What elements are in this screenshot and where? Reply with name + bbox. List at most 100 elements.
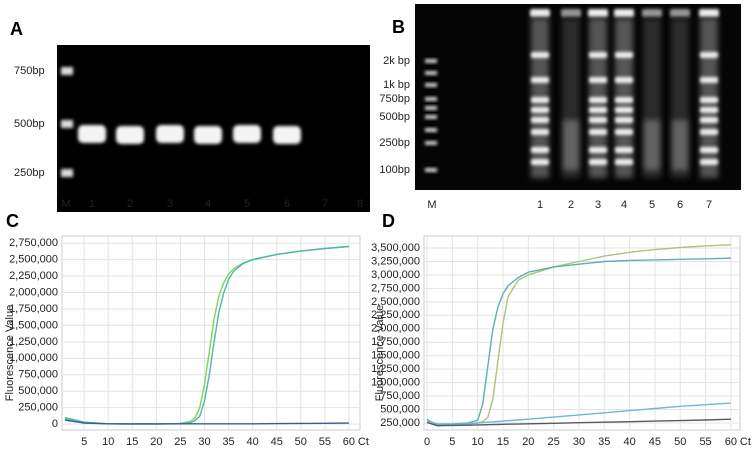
y-tick-label: 1,000,000 xyxy=(371,377,420,389)
well xyxy=(642,9,662,17)
y-tick-label: 500,000 xyxy=(380,403,420,415)
dna-band xyxy=(156,125,184,143)
lane-label: 3 xyxy=(595,199,601,211)
dna-band xyxy=(700,52,718,58)
y-tick-label: 1,000,000 xyxy=(9,352,58,364)
x-tick-label: 15 xyxy=(497,436,509,448)
x-tick-label: 55 xyxy=(699,436,711,448)
y-tick-label: 3,250,000 xyxy=(371,255,420,267)
x-tick-label: 20 xyxy=(150,436,162,448)
dna-band xyxy=(700,117,718,123)
marker-band xyxy=(425,71,437,75)
panel-label: C xyxy=(6,211,19,231)
x-tick-label: 35 xyxy=(222,436,234,448)
lane-label: 7 xyxy=(706,199,712,211)
dna-band xyxy=(531,77,549,83)
y-tick-label: 1,250,000 xyxy=(371,363,420,375)
size-label: 500bp xyxy=(379,111,410,123)
well xyxy=(699,9,719,17)
size-label: 250bp xyxy=(14,167,45,179)
x-tick-label: 10 xyxy=(472,436,484,448)
dna-band xyxy=(531,52,549,58)
y-tick-label: 750,000 xyxy=(380,390,420,402)
size-label: 500bp xyxy=(14,118,45,130)
x-tick-label: 40 xyxy=(623,436,635,448)
size-label: 250bp xyxy=(379,137,410,149)
lane-label: 1 xyxy=(89,198,95,210)
marker-band xyxy=(425,59,437,63)
marker-band xyxy=(61,120,73,128)
dna-band xyxy=(589,107,607,113)
x-axis-label: Ct xyxy=(358,436,369,448)
marker-band xyxy=(425,168,437,172)
lane-label: 2 xyxy=(127,198,133,210)
y-tick-label: 1,500,000 xyxy=(371,350,420,362)
series-line xyxy=(64,419,349,425)
x-axis-label: Ct xyxy=(740,436,751,448)
y-tick-label: 2,250,000 xyxy=(371,309,420,321)
x-tick-label: 45 xyxy=(271,436,283,448)
dna-band xyxy=(700,129,718,135)
dna-band xyxy=(531,147,549,153)
size-label: 750bp xyxy=(379,93,410,105)
dna-band xyxy=(615,97,633,103)
marker-band xyxy=(425,83,437,87)
marker-band xyxy=(425,97,437,101)
well xyxy=(614,9,634,17)
smear-core xyxy=(563,120,579,170)
x-tick-label: 5 xyxy=(449,436,455,448)
x-tick-label: 60 xyxy=(725,436,737,448)
dna-band xyxy=(615,147,633,153)
lane-label: 6 xyxy=(677,199,683,211)
lane-label: 7 xyxy=(322,198,328,210)
well xyxy=(588,9,608,17)
y-tick-label: 2,750,000 xyxy=(9,237,58,249)
x-tick-label: 60 xyxy=(343,436,355,448)
dna-band xyxy=(589,77,607,83)
dna-band xyxy=(700,159,718,165)
plot-area xyxy=(423,235,741,431)
marker-band xyxy=(61,67,73,75)
dna-band xyxy=(273,126,301,144)
size-label: 1k bp xyxy=(383,79,410,91)
dna-band xyxy=(194,126,222,144)
x-tick-label: 45 xyxy=(649,436,661,448)
x-tick-label: 30 xyxy=(573,436,585,448)
x-tick-label: 35 xyxy=(598,436,610,448)
dna-band xyxy=(615,159,633,165)
y-tick-label: 250,000 xyxy=(380,417,420,429)
dna-band xyxy=(589,159,607,165)
y-axis-label: Fluorescence Value xyxy=(4,305,16,401)
lane-label: 5 xyxy=(649,199,655,211)
dna-band xyxy=(700,77,718,83)
y-tick-label: 2,750,000 xyxy=(371,282,420,294)
dna-band xyxy=(589,117,607,123)
marker-band xyxy=(425,106,437,110)
y-tick-label: 2,250,000 xyxy=(9,270,58,282)
dna-band xyxy=(700,97,718,103)
dna-band xyxy=(615,77,633,83)
dna-band xyxy=(531,117,549,123)
dna-band xyxy=(615,129,633,135)
dna-band xyxy=(615,107,633,113)
x-tick-label: 0 xyxy=(424,436,430,448)
dna-band xyxy=(589,129,607,135)
dna-band xyxy=(589,97,607,103)
smear-core xyxy=(644,120,660,170)
y-tick-label: 1,750,000 xyxy=(371,336,420,348)
panel-label: B xyxy=(392,17,405,37)
size-label: 750bp xyxy=(14,65,45,77)
dna-band xyxy=(700,147,718,153)
marker-band xyxy=(425,141,437,145)
lane-label: 4 xyxy=(205,198,211,210)
dna-band xyxy=(615,117,633,123)
marker-band xyxy=(61,169,73,177)
y-tick-label: 2,500,000 xyxy=(9,254,58,266)
lane-label: 3 xyxy=(167,198,173,210)
panel-label: D xyxy=(382,211,395,231)
y-tick-label: 750,000 xyxy=(18,369,58,381)
lane-label: 2 xyxy=(568,199,574,211)
y-tick-label: 3,500,000 xyxy=(371,242,420,254)
series-line xyxy=(426,402,731,427)
